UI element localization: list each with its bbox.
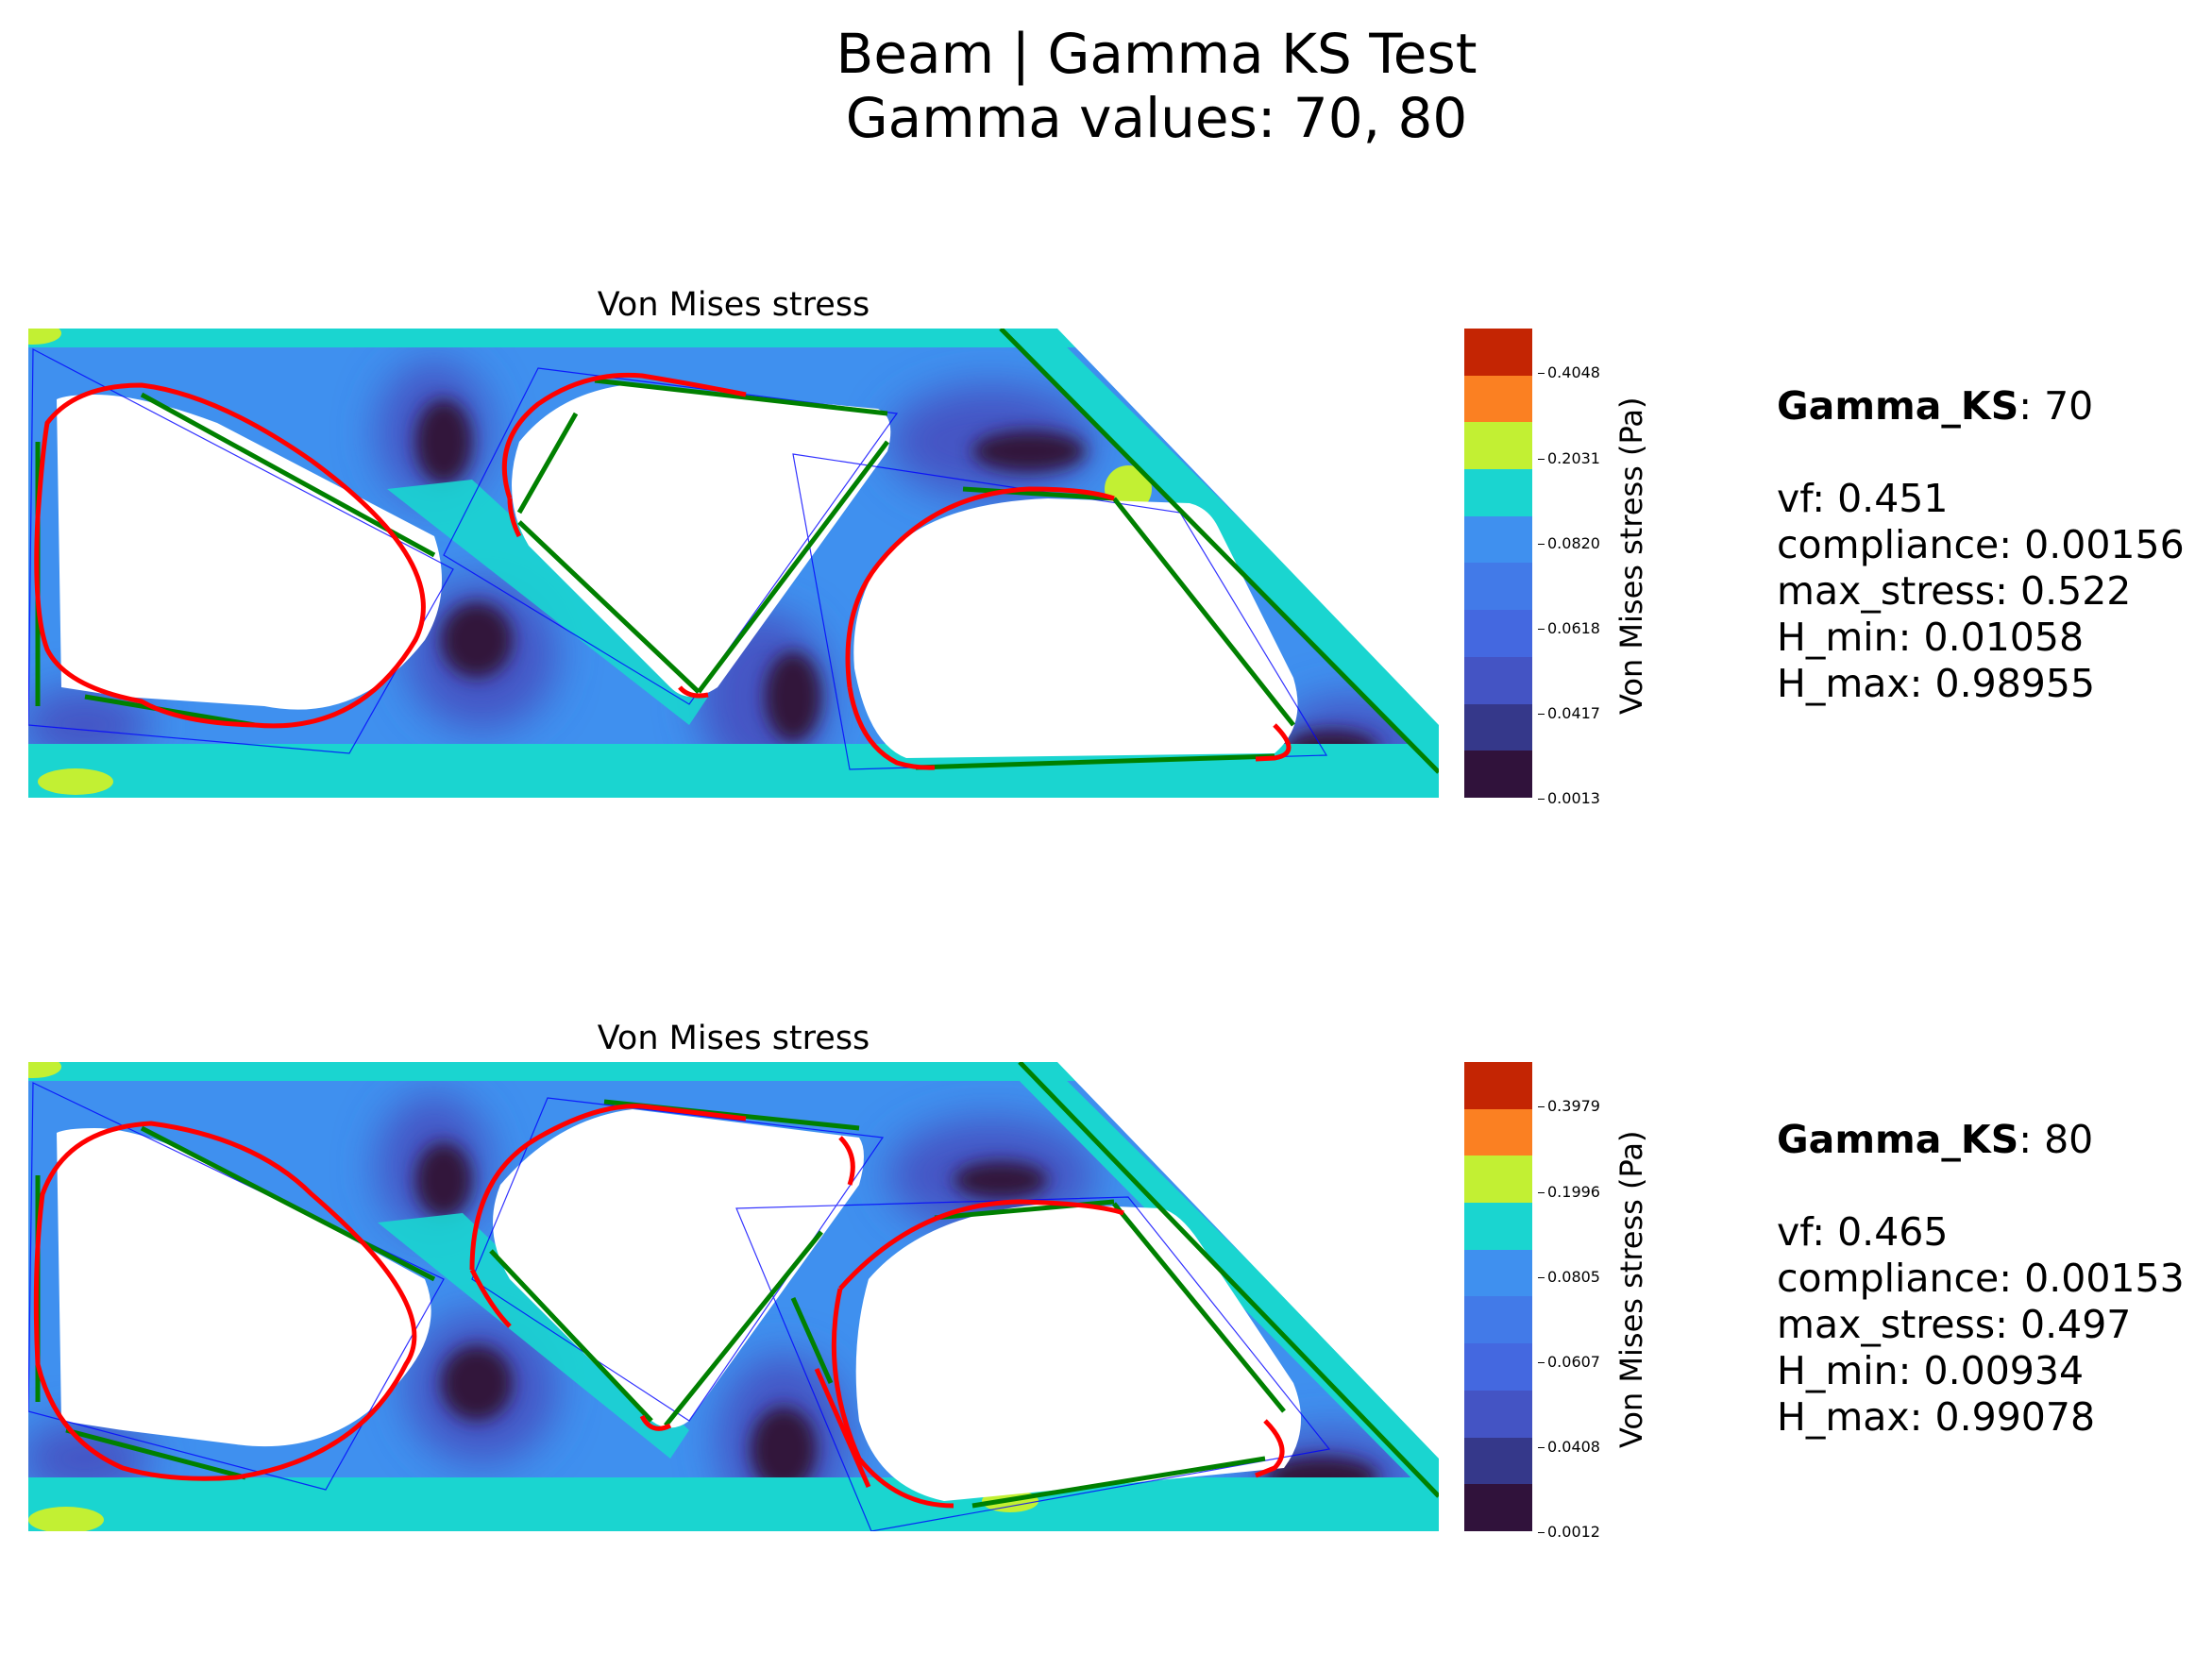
colorbar-tick: 0.4048: [1538, 363, 1600, 381]
gamma-ks-line: Gamma_KS: 80: [1777, 1117, 2094, 1162]
colorbar-band: [1464, 1343, 1532, 1391]
compliance-line: compliance: 0.00153: [1777, 1256, 2185, 1301]
colorbar-tick: 0.0820: [1538, 534, 1600, 552]
colorbar-tick: 0.2031: [1538, 449, 1600, 467]
compliance-value: 0.00153: [2024, 1256, 2185, 1301]
panel2-stats: Gamma_KS: 80 vf: 0.465 compliance: 0.001…: [1777, 1117, 2185, 1441]
colorbar-band: [1464, 375, 1532, 423]
colorbar-band: [1464, 1390, 1532, 1438]
gamma-ks-key: Gamma_KS: [1777, 1117, 2019, 1162]
void-regions: [57, 329, 1439, 758]
colorbar-tick: 0.0805: [1538, 1268, 1600, 1286]
colorbar-band: [1464, 1437, 1532, 1485]
panel1-title: Von Mises stress: [597, 286, 870, 324]
colorbar-band: [1464, 469, 1532, 516]
vf-line: vf: 0.451: [1777, 476, 1949, 521]
colorbar-tick: 0.1996: [1538, 1183, 1600, 1201]
panel2-title: Von Mises stress: [597, 1020, 870, 1057]
h-max-value: 0.98955: [1934, 661, 2096, 706]
figure-title-line1: Beam | Gamma KS Test: [836, 22, 1477, 86]
panel1-stats: Gamma_KS: 70 vf: 0.451 compliance: 0.001…: [1777, 383, 2185, 707]
compliance-line: compliance: 0.00156: [1777, 522, 2185, 567]
colorbar-band: [1464, 1484, 1532, 1531]
colorbar-band: [1464, 610, 1532, 657]
colorbar-band: [1464, 656, 1532, 704]
colorbar-tick: 0.0012: [1538, 1523, 1600, 1541]
h-min-line: H_min: 0.01058: [1777, 615, 2085, 660]
component-boundaries: [33, 1062, 1439, 1509]
colorbar-band: [1464, 1296, 1532, 1344]
colorbar-tick: 0.0417: [1538, 704, 1600, 722]
panel1-stress-map: [28, 329, 1439, 798]
gamma-ks-value: 80: [2044, 1117, 2094, 1162]
colorbar-band: [1464, 1203, 1532, 1250]
gamma-ks-value: 70: [2044, 383, 2094, 429]
h-max-line: H_max: 0.98955: [1777, 661, 2096, 706]
colorbar-band: [1464, 1249, 1532, 1297]
component-boundaries: [34, 329, 1439, 774]
colorbar-tick: 0.0618: [1538, 619, 1600, 637]
panel2-stress-map: [28, 1062, 1439, 1531]
gamma-ks-line: Gamma_KS: 70: [1777, 383, 2094, 429]
colorbar-band: [1464, 422, 1532, 470]
figure-title-line2: Gamma values: 70, 80: [845, 86, 1468, 150]
colorbar-band: [1464, 563, 1532, 611]
max-stress-line: max_stress: 0.497: [1777, 1302, 2132, 1347]
colorbar-band: [1464, 703, 1532, 751]
vf-line: vf: 0.465: [1777, 1209, 1949, 1255]
h-min-value: 0.00934: [1923, 1348, 2085, 1393]
colorbar-band: [1464, 751, 1532, 798]
colorbar-tick: 0.0013: [1538, 789, 1600, 807]
colorbar-band: [1464, 328, 1532, 376]
colorbar-tick: 0.0408: [1538, 1438, 1600, 1456]
h-min-value: 0.01058: [1923, 615, 2085, 660]
compliance-value: 0.00156: [2024, 522, 2185, 567]
vf-value: 0.451: [1837, 476, 1949, 521]
colorbar-tick: 0.3979: [1538, 1097, 1600, 1115]
panel2-colorbar: [1464, 1061, 1532, 1531]
h-max-line: H_max: 0.99078: [1777, 1394, 2096, 1440]
colorbar-band: [1464, 1061, 1532, 1109]
h-min-line: H_min: 0.00934: [1777, 1348, 2085, 1393]
gamma-ks-key: Gamma_KS: [1777, 383, 2019, 429]
colorbar-band: [1464, 1108, 1532, 1156]
max-stress-value: 0.497: [2020, 1302, 2132, 1347]
max-stress-line: max_stress: 0.522: [1777, 568, 2132, 614]
colorbar-band: [1464, 515, 1532, 564]
colorbar-tick: 0.0607: [1538, 1353, 1600, 1371]
colorbar-band: [1464, 1156, 1532, 1204]
h-max-value: 0.99078: [1934, 1394, 2096, 1440]
stress-field-min-regions: [415, 399, 1378, 768]
max-stress-value: 0.522: [2020, 568, 2132, 614]
panel1-colorbar-label: Von Mises stress (Pa): [1613, 396, 1649, 715]
panel2-colorbar-label: Von Mises stress (Pa): [1613, 1130, 1649, 1448]
panel1-colorbar: [1464, 328, 1532, 798]
vf-value: 0.465: [1837, 1209, 1949, 1255]
